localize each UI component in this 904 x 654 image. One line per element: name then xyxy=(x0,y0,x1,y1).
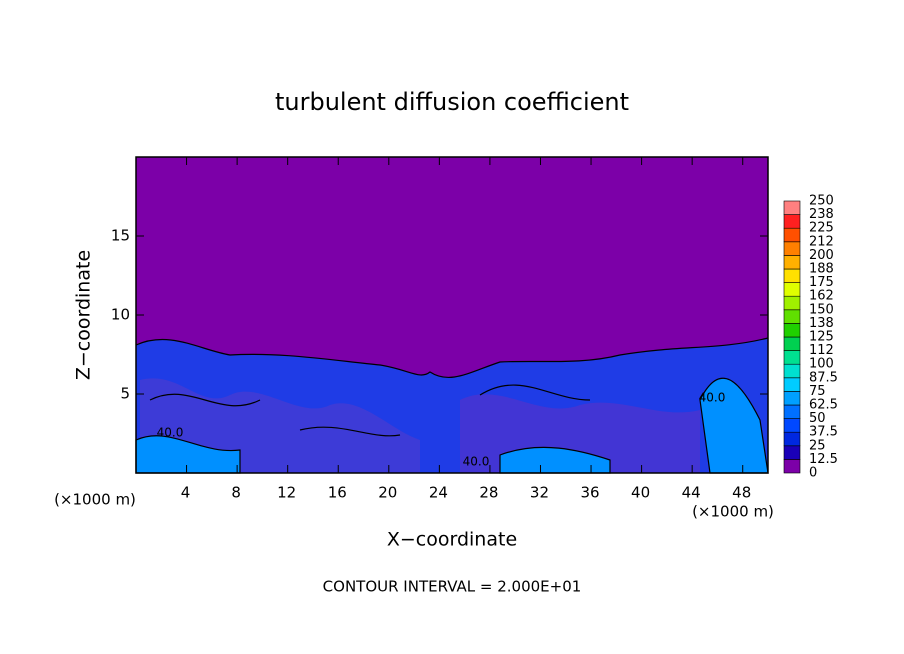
y-tick-label: 15 xyxy=(111,227,130,245)
colorbar-label: 62.5 xyxy=(809,398,838,413)
colorbar-cell xyxy=(783,404,801,419)
colorbar-label: 75 xyxy=(809,384,826,399)
footer: CONTOUR INTERVAL = 2.000E+01 xyxy=(323,578,582,596)
colorbar-label: 225 xyxy=(809,221,834,236)
colorbar-label: 125 xyxy=(809,330,834,345)
contour-label: 40.0 xyxy=(463,455,490,469)
colorbar-label: 50 xyxy=(809,411,826,426)
colorbar-label: 112 xyxy=(809,343,834,358)
colorbar-cell xyxy=(783,268,801,283)
x-tick-label: 48 xyxy=(732,484,751,502)
colorbar-cell xyxy=(783,241,801,256)
y-tick-label: 10 xyxy=(111,306,130,324)
colorbar-cell xyxy=(783,431,801,447)
x-tick-label: 16 xyxy=(328,484,347,502)
colorbar-cell xyxy=(783,214,801,229)
colorbar-cell xyxy=(783,227,801,243)
contour-label: 40.0 xyxy=(157,426,184,440)
colorbar-label: 238 xyxy=(809,207,834,222)
colorbar-cell xyxy=(783,282,801,297)
colorbar-cell xyxy=(783,445,801,460)
x-tick-label: 20 xyxy=(378,484,397,502)
colorbar-cell xyxy=(783,336,801,351)
y-tick-label: 5 xyxy=(120,385,130,403)
x-tick-label: 40 xyxy=(631,484,650,502)
x-tick-label: 36 xyxy=(580,484,599,502)
y-axis-label: Z−coordinate xyxy=(73,250,95,380)
x-tick-label: 44 xyxy=(682,484,701,502)
colorbar-label: 162 xyxy=(809,289,834,304)
contour-line xyxy=(135,337,769,437)
colorbar-label: 25 xyxy=(809,438,826,453)
colorbar-label: 138 xyxy=(809,316,834,331)
x-tick-label: 32 xyxy=(530,484,549,502)
colorbar-label: 250 xyxy=(809,194,834,209)
colorbar-cell xyxy=(783,309,801,324)
chart-title: turbulent diffusion coefficient xyxy=(275,88,629,116)
x-tick-label: 28 xyxy=(479,484,498,502)
colorbar-cell xyxy=(783,391,801,406)
x-tick-label: 12 xyxy=(277,484,296,502)
colorbar-label: 200 xyxy=(809,248,834,263)
contour-label: 40.0 xyxy=(699,391,726,405)
colorbar-label: 0 xyxy=(809,466,817,481)
x-tick-label: 8 xyxy=(231,484,241,502)
colorbar-label: 37.5 xyxy=(809,425,838,440)
x-unit: (×1000 m) xyxy=(692,503,774,521)
colorbar-cell xyxy=(783,255,801,270)
field xyxy=(135,157,769,474)
colorbar-cell xyxy=(783,295,801,311)
colorbar-label: 188 xyxy=(809,262,834,277)
colorbar-label: 100 xyxy=(809,357,834,372)
colorbar-cell xyxy=(783,350,801,365)
colorbar-cell xyxy=(783,459,801,474)
colorbar-cell xyxy=(783,418,801,433)
field-region xyxy=(135,377,769,474)
colorbar-cell xyxy=(783,377,801,392)
x-tick-label: 4 xyxy=(181,484,191,502)
colorbar-label: 175 xyxy=(809,275,834,290)
y-unit: (×1000 m) xyxy=(54,491,136,509)
colorbar-cell xyxy=(783,323,801,338)
colorbar-label: 12.5 xyxy=(809,452,838,467)
x-axis-label: X−coordinate xyxy=(387,529,517,551)
colorbar-label: 212 xyxy=(809,234,834,249)
colorbar-cell xyxy=(783,363,801,379)
colorbar-label: 87.5 xyxy=(809,370,838,385)
x-tick-label: 24 xyxy=(429,484,448,502)
colorbar-cell xyxy=(783,200,801,215)
colorbar-label: 150 xyxy=(809,302,834,317)
